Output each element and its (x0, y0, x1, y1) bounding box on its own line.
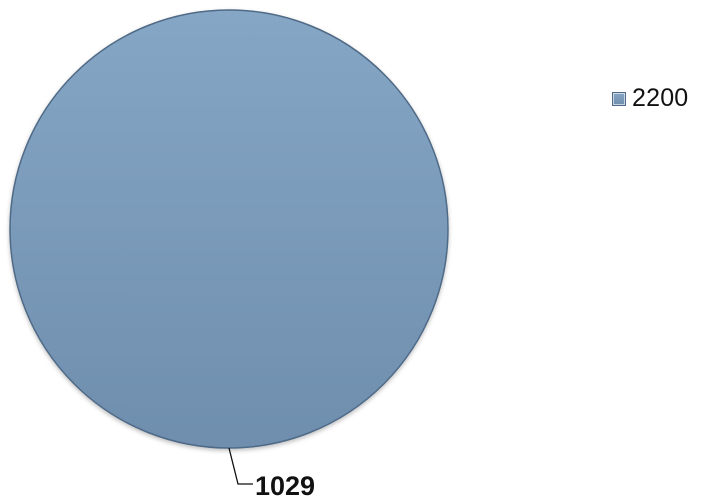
legend-label-2200: 2200 (632, 84, 689, 112)
data-label-1029: 1029 (255, 471, 315, 499)
pie-group (9, 9, 449, 449)
data-label-leader-line (228, 447, 253, 485)
pie-slice-2200[interactable] (9, 9, 449, 449)
legend: 2200 (612, 86, 688, 111)
legend-swatch-2200 (612, 91, 626, 106)
data-label-group: 1029 (228, 447, 315, 499)
